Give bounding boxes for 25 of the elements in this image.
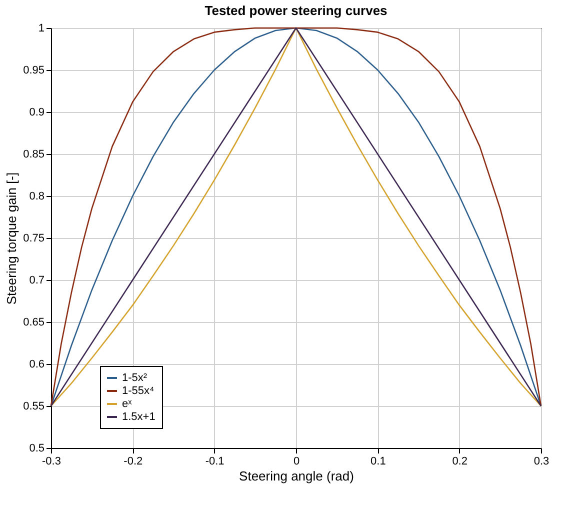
y-tick-label: 0.7	[29, 274, 44, 286]
legend-label: eˣ	[122, 398, 132, 410]
x-tick-label: 0.3	[534, 456, 550, 468]
y-tick-label: 0.55	[23, 400, 44, 412]
y-tick-label: 0.5	[29, 442, 44, 454]
y-tick-label: 0.85	[23, 148, 44, 160]
y-tick-label: 0.8	[29, 190, 44, 202]
chart-title: Tested power steering curves	[204, 3, 388, 18]
y-tick-label: 0.75	[23, 232, 44, 244]
x-tick-label: -0.1	[205, 456, 224, 468]
x-tick-label: -0.2	[124, 456, 143, 468]
x-tick-label: 0.2	[452, 456, 468, 468]
y-tick-label: 0.65	[23, 316, 44, 328]
x-tick-label: -0.3	[42, 456, 61, 468]
legend-label: 1.5x+1	[122, 411, 156, 423]
x-axis-title: Steering angle (rad)	[239, 468, 354, 484]
x-tick-label: 0.1	[370, 456, 386, 468]
y-tick-label: 0.9	[29, 106, 44, 118]
y-tick-label: 1	[38, 22, 44, 34]
legend-label: 1-55x⁴	[122, 385, 155, 397]
y-axis-title: Steering torque gain [-]	[4, 172, 20, 305]
y-tick-label: 0.6	[29, 358, 44, 370]
x-tick-label: 0	[293, 456, 300, 468]
y-tick-label: 0.95	[23, 64, 44, 76]
legend-label: 1-5x²	[122, 372, 148, 384]
